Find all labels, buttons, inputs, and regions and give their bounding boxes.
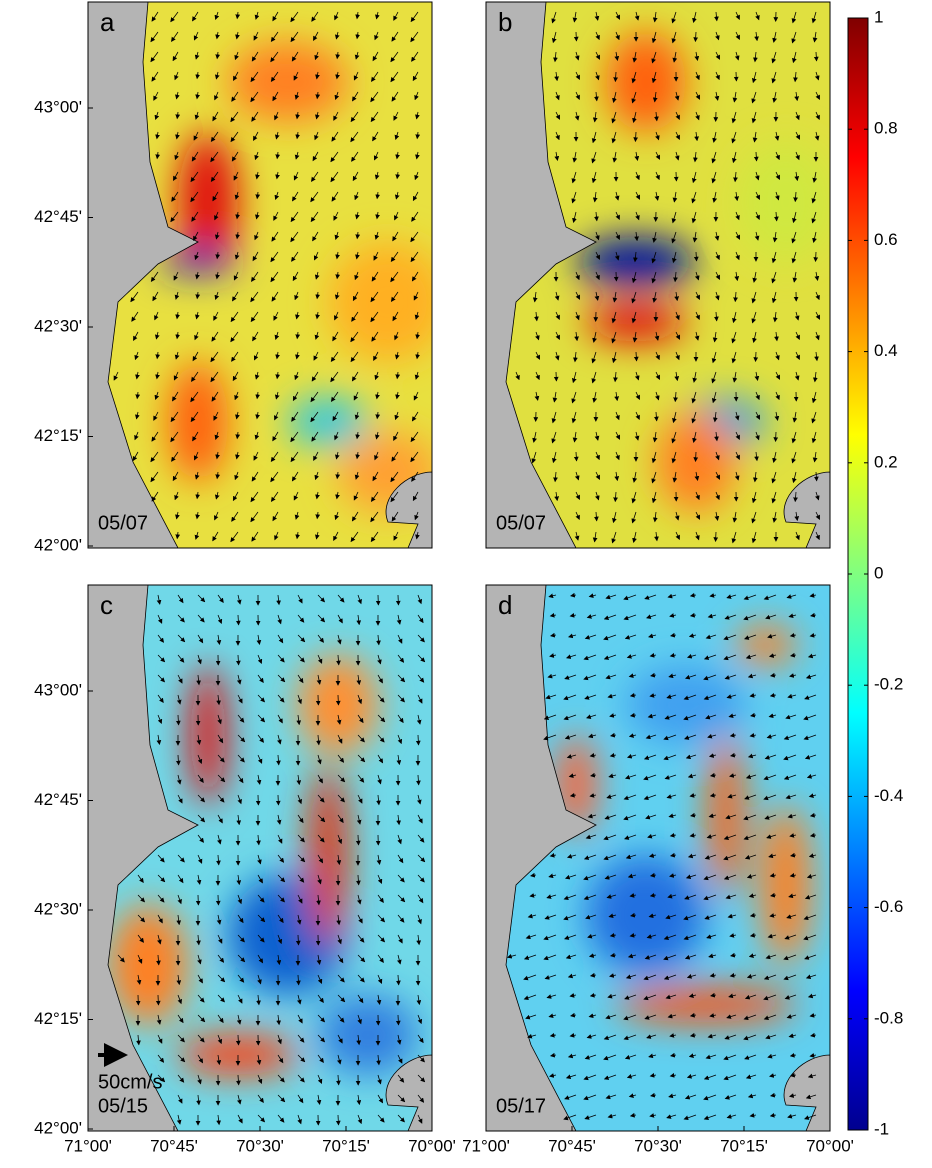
field-blob [761,805,811,965]
x-tick-label: 71°00' [462,1136,510,1155]
y-tick-label: 43°00' [34,680,82,699]
colorbar-tick-label: 0 [874,563,883,582]
field [486,2,836,548]
current-arrow [636,352,637,361]
x-tick-label: 70°15' [720,1136,768,1155]
field [88,585,432,1131]
colorbar-tick-label: -0.8 [874,1008,903,1027]
y-tick-label: 42°00' [34,1118,82,1137]
current-arrow [398,1015,399,1025]
colorbar-tick-label: -0.4 [874,786,903,805]
y-tick-label: 42°15' [34,426,82,445]
scale-label: 50cm/s [98,1071,162,1093]
date-label: 05/15 [98,1095,148,1117]
date-label: 05/07 [98,512,148,534]
x-tick-label: 70°45' [150,1136,198,1155]
field [88,2,448,548]
current-arrow [576,452,577,461]
map-panel: c 50cm/s05/15 43°00' 42°45' 42°30' 42°15' 42°0… [34,585,456,1155]
y-tick-label: 42°45' [34,790,82,809]
field-blob [298,655,378,755]
y-tick-label: 43°00' [34,97,82,116]
field-blob [708,735,744,895]
current-arrow [298,935,299,945]
colorbar-tick-label: -1 [874,1119,889,1138]
map-panel: b 05/07 [486,2,836,548]
x-tick-label: 71°00' [64,1136,112,1155]
field-blob [308,765,348,945]
field-blob [328,242,448,362]
field-blob [606,32,686,132]
colorbar-tick-label: 0.4 [874,341,898,360]
colorbar-tick-label: -0.6 [874,897,903,916]
panel-letter: c [100,590,113,620]
y-tick-label: 42°00' [34,535,82,554]
x-tick-label: 70°15' [322,1136,370,1155]
map-panel: a 05/07 43°00' 42°45' 42°30' 42°15' 42°00' [34,2,448,554]
current-arrow [418,735,419,745]
panel-letter: b [498,7,512,37]
panel-letter: d [498,590,512,620]
field-blob [228,42,348,122]
field-blob [656,412,736,512]
field-blob [626,665,746,745]
colorbar-tick-label: 1 [874,7,883,26]
date-label: 05/07 [496,512,546,534]
field [486,585,830,1131]
current-arrow [238,1035,239,1045]
y-tick-label: 42°45' [34,207,82,226]
x-tick-label: 70°45' [548,1136,596,1155]
colorbar-tick-label: 0.2 [874,452,898,471]
field-blob [586,302,686,342]
field-blob [318,995,418,1075]
colorbar-tick-label: 0.8 [874,119,898,138]
colorbar-tick-label: -0.2 [874,675,903,694]
panel-letter: a [100,7,115,37]
y-tick-label: 42°15' [34,1009,82,1028]
x-tick-label: 70°30' [634,1136,682,1155]
map-panel: d 05/17 71°00' 70°45' 70°30' 70°15' 70°00' [462,585,854,1155]
x-tick-label: 70°30' [236,1136,284,1155]
field-blob [168,362,228,482]
x-tick-label: 70°00' [806,1136,854,1155]
field-blob [736,142,836,262]
field-blob [736,625,796,665]
current-arrow [358,835,359,845]
y-tick-label: 42°30' [34,316,82,335]
field-blob [576,237,696,287]
x-tick-label: 70°00' [408,1136,456,1155]
y-tick-label: 42°30' [34,899,82,918]
current-arrow [338,1115,339,1125]
current-arrow [816,52,817,61]
field-blob [586,855,706,975]
field-blob [288,397,368,447]
colorbar-tick-label: 0.6 [874,230,898,249]
date-label: 05/17 [496,1095,546,1117]
current-arrow [696,252,697,261]
current-arrow [756,152,757,161]
field-blob [190,665,226,805]
